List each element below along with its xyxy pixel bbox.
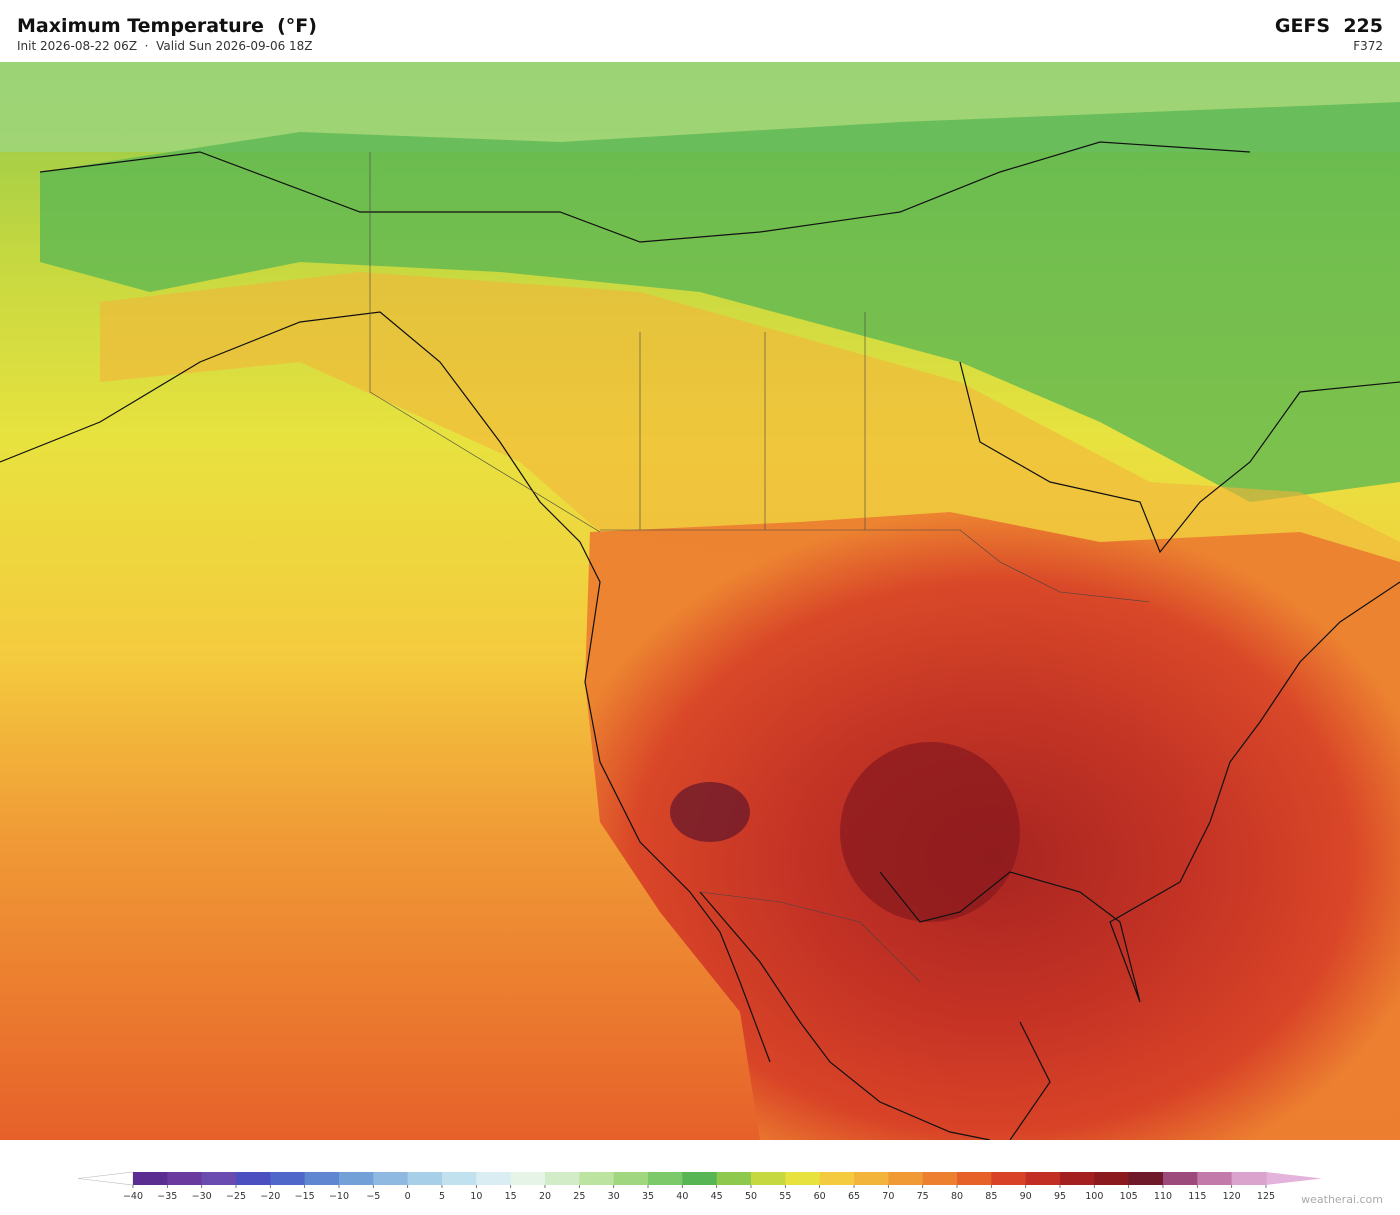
title: Maximum Temperature (°F) <box>17 15 317 37</box>
colorbar-tick-label: 90 <box>1020 1191 1032 1202</box>
colorbar-segment <box>133 1172 168 1185</box>
colorbar: −40 −35 −30 −25 −20 −15 −10 −5 0 5 10 15 20 25 30 35 40 4… <box>77 1171 1322 1202</box>
colorbar-tick-label: −40 <box>123 1191 143 1202</box>
colorbar-tick-label: 60 <box>814 1191 826 1202</box>
colorbar-segment <box>476 1172 512 1185</box>
colorbar-tick-label: −35 <box>157 1191 177 1202</box>
colorbar-segment <box>579 1172 615 1185</box>
colorbar-tick-label: 50 <box>745 1191 757 1202</box>
colorbar-tick-label: 65 <box>848 1191 860 1202</box>
colorbar-tick-label: 45 <box>711 1191 723 1202</box>
colorbar-tick-label: 55 <box>779 1191 791 1202</box>
colorbar-segment <box>716 1172 752 1185</box>
colorbar-tick-label: −5 <box>366 1191 380 1202</box>
desert-core <box>670 782 750 842</box>
colorbar-segment <box>888 1172 924 1185</box>
colorbar-segment <box>201 1172 237 1185</box>
colorbar-segment <box>1163 1172 1198 1185</box>
colorbar-tick-label: 110 <box>1154 1191 1172 1202</box>
map <box>0 62 1400 1140</box>
colorbar-segment <box>339 1172 374 1185</box>
colorbar-tick-label: 40 <box>676 1191 688 1202</box>
colorbar-segment <box>304 1172 340 1185</box>
canada-north <box>40 102 1400 502</box>
coastlines <box>0 141 1400 1140</box>
borders <box>369 152 1151 983</box>
colorbar-segment <box>236 1172 271 1185</box>
colorbar-tick-label: 75 <box>917 1191 929 1202</box>
colorbar-tick-label: 0 <box>405 1191 411 1202</box>
colorbar-segment <box>1128 1172 1164 1185</box>
colorbar-segment <box>407 1172 443 1185</box>
colorbar-tick-label: 30 <box>608 1191 620 1202</box>
colorbar-tick-label: −30 <box>192 1191 212 1202</box>
colorbar-tick-label: −10 <box>329 1191 349 1202</box>
colorbar-segment <box>682 1172 718 1185</box>
colorbar-tick-label: −25 <box>226 1191 246 1202</box>
colorbar-tick-label: 70 <box>882 1191 894 1202</box>
colorbar-tick-label: 105 <box>1120 1191 1138 1202</box>
forecast-hour: F372 <box>1353 39 1383 53</box>
colorbar-segment <box>442 1172 477 1185</box>
colorbar-tick-label: 95 <box>1054 1191 1066 1202</box>
colorbar-segment <box>510 1172 546 1185</box>
colorbar-segment <box>648 1172 683 1185</box>
colorbar-segment <box>991 1172 1027 1185</box>
colorbar-segment <box>785 1172 821 1185</box>
colorbar-tick-label: −20 <box>260 1191 280 1202</box>
colorbar-segment <box>922 1172 958 1185</box>
colorbar-segment <box>545 1172 580 1185</box>
colorbar-segment <box>1197 1172 1233 1185</box>
colorbar-segment <box>613 1172 649 1185</box>
colorbar-tick-label: 25 <box>573 1191 585 1202</box>
colorbar-tick-label: 20 <box>539 1191 551 1202</box>
colorbar-tick-label: 5 <box>439 1191 445 1202</box>
colorbar-segment <box>1231 1172 1267 1185</box>
colorbar-segment <box>373 1172 409 1185</box>
colorbar-tick-label: 85 <box>985 1191 997 1202</box>
colorbar-under <box>77 1171 134 1186</box>
colorbar-tick-label: −15 <box>295 1191 315 1202</box>
colorbar-tick-label: 10 <box>470 1191 482 1202</box>
colorbar-tick-label: 100 <box>1085 1191 1103 1202</box>
colorbar-segment <box>1060 1172 1095 1185</box>
colorbar-tick-label: 125 <box>1257 1191 1275 1202</box>
colorbar-segment <box>1025 1172 1061 1185</box>
colorbar-segment <box>167 1172 203 1185</box>
colorbar-tick-label: 35 <box>642 1191 654 1202</box>
watermark: weatherai.com <box>1301 1193 1383 1206</box>
colorbar-tick-label: 115 <box>1188 1191 1206 1202</box>
colorbar-over <box>1266 1172 1322 1185</box>
colorbar-segment <box>270 1172 306 1185</box>
subtitle: Init 2026-08-22 06Z · Valid Sun 2026-09-… <box>17 39 313 53</box>
colorbar-segment <box>751 1172 786 1185</box>
colorbar-tick-label: 120 <box>1223 1191 1241 1202</box>
hot-core <box>840 742 1020 922</box>
colorbar-segment <box>819 1172 855 1185</box>
colorbar-segment <box>1094 1172 1130 1185</box>
model-label: GEFS 225 <box>1274 15 1383 37</box>
colorbar-segment <box>854 1172 889 1185</box>
colorbar-tick-label: 80 <box>951 1191 963 1202</box>
colorbar-tick-label: 15 <box>505 1191 517 1202</box>
colorbar-segment <box>957 1172 992 1185</box>
